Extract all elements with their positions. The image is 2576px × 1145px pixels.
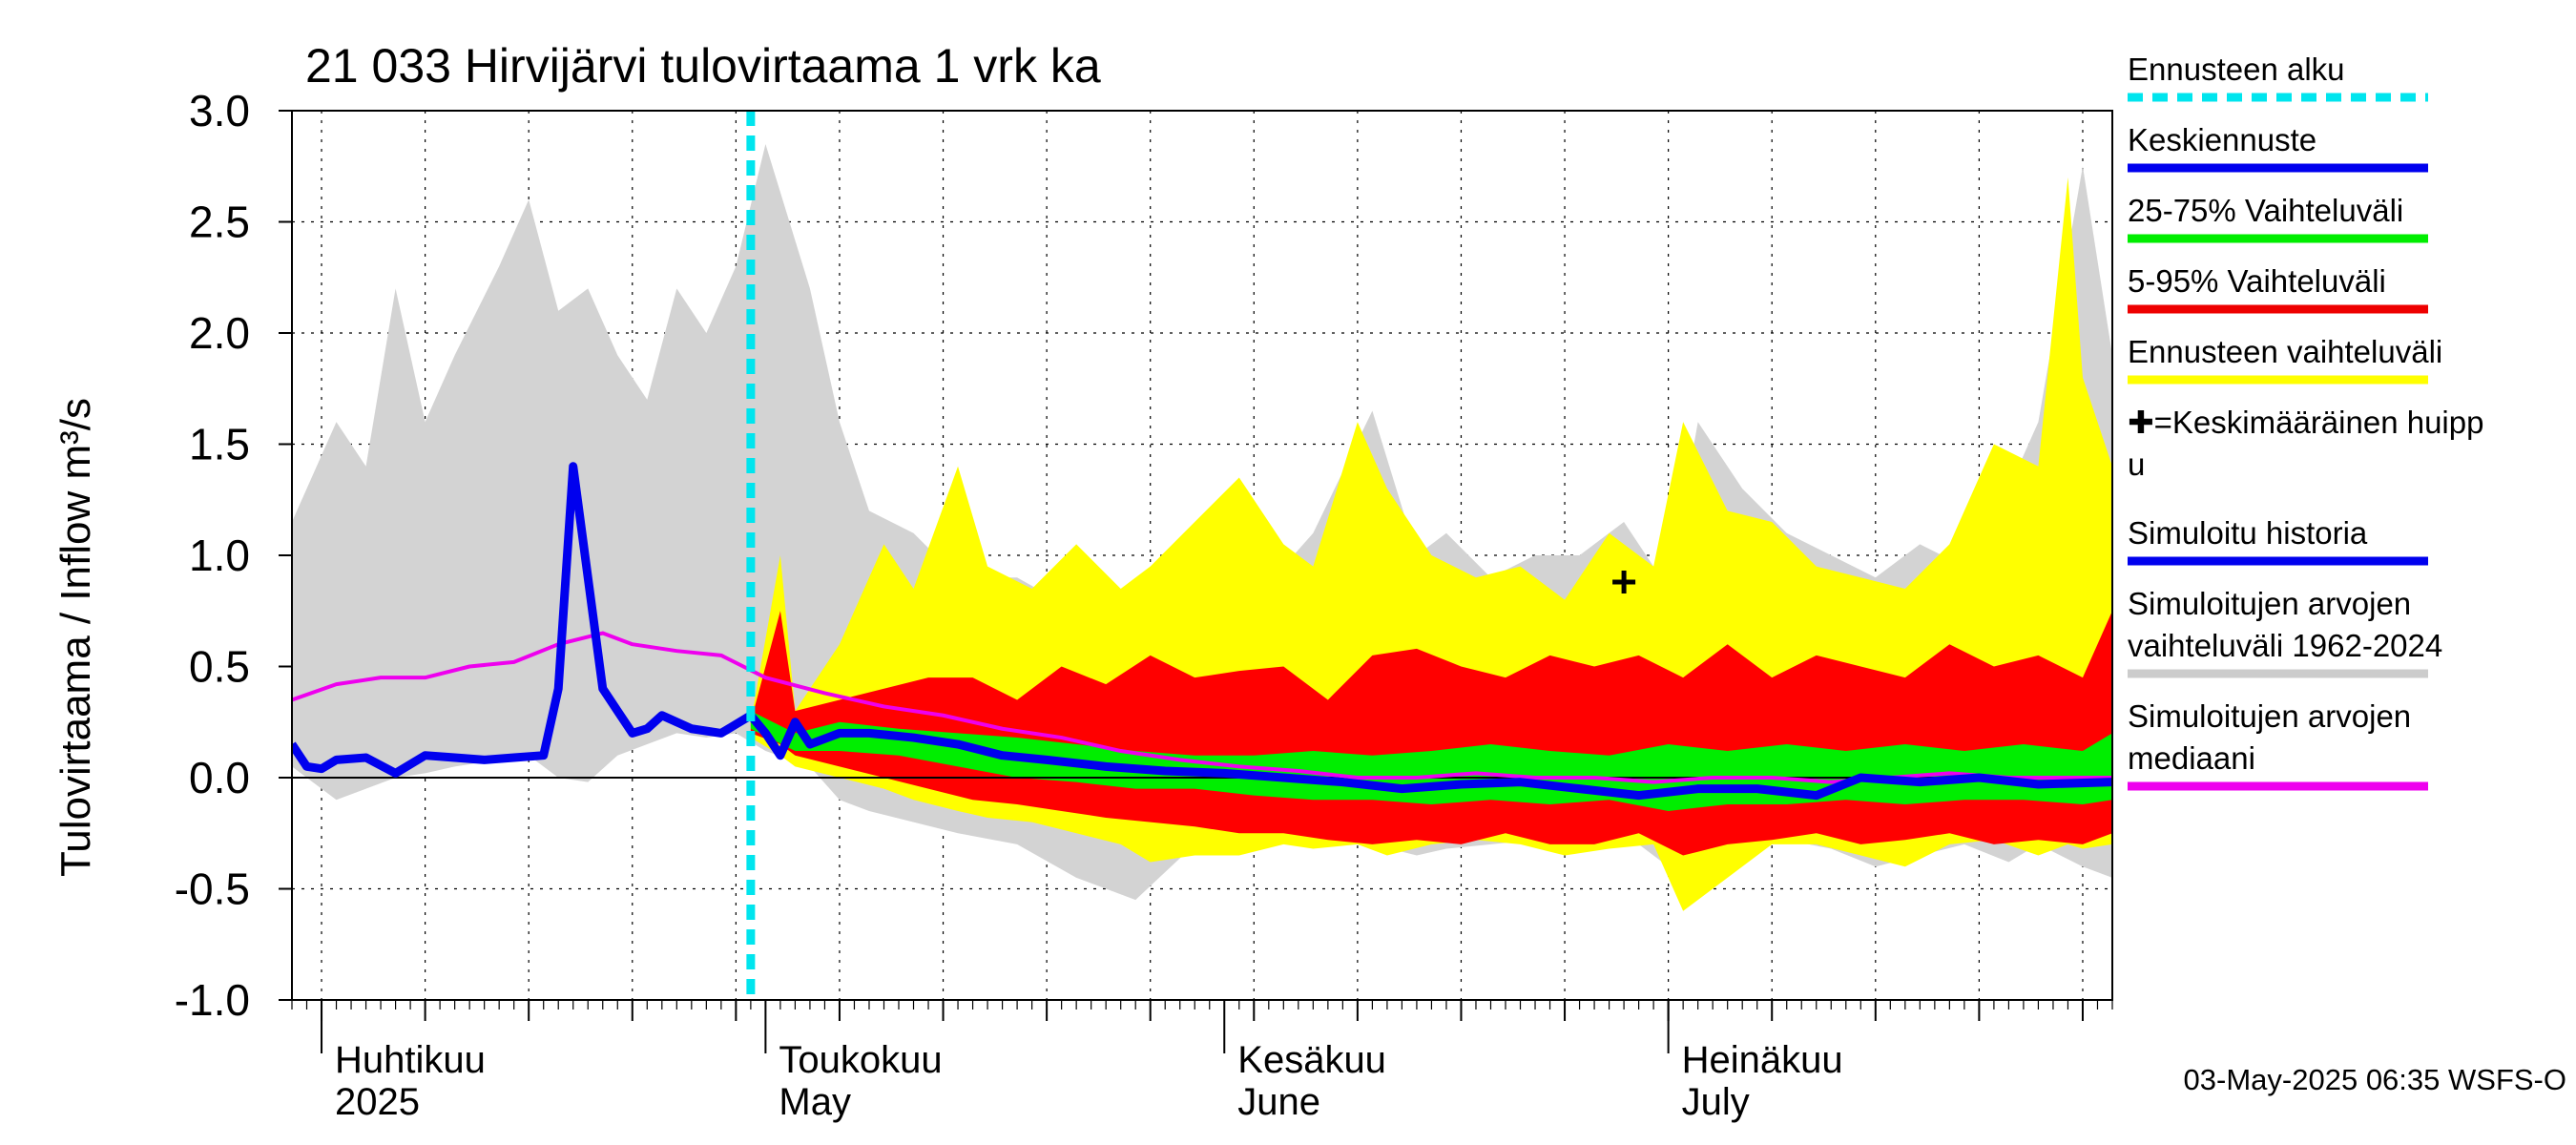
y-tick-label: 2.5	[189, 198, 250, 247]
y-tick-label: 3.0	[189, 86, 250, 135]
legend-label: Ennusteen vaihteluväli	[2128, 334, 2442, 369]
x-month-sublabel: June	[1237, 1081, 1320, 1123]
legend-label: ✚=Keskimääräinen huipp	[2128, 405, 2483, 440]
legend: Ennusteen alku Keskiennuste 25-75% Vaihtel…	[2128, 52, 2483, 791]
x-month-sublabel: July	[1682, 1081, 1750, 1123]
series-lines	[292, 462, 2112, 801]
x-month-label: Kesäkuu	[1237, 1039, 1386, 1081]
legend-label: vaihteluväli 1962-2024	[2128, 628, 2442, 663]
legend-label: u	[2128, 447, 2145, 482]
mean-peak-marker	[1612, 570, 1636, 593]
legend-label: Simuloitu historia	[2128, 515, 2368, 551]
x-month-label: Huhtikuu	[335, 1039, 486, 1081]
legend-label: Simuloitujen arvojen	[2128, 698, 2411, 734]
x-month-label: Toukokuu	[779, 1039, 942, 1081]
y-tick-label: -1.0	[175, 975, 250, 1025]
y-axis-label: Tulovirtaama / Inflow m³/s	[52, 398, 99, 877]
legend-label: Keskiennuste	[2128, 122, 2316, 157]
timestamp-label: 03-May-2025 06:35 WSFS-O	[2184, 1063, 2566, 1096]
y-tick-label: 1.5	[189, 420, 250, 469]
y-tick-label: 1.0	[189, 531, 250, 580]
legend-label: 5-95% Vaihteluväli	[2128, 263, 2386, 299]
x-month-sublabel: 2025	[335, 1081, 420, 1123]
legend-label: mediaani	[2128, 740, 2255, 776]
simulated-history-line	[292, 462, 754, 778]
y-tick-label: 0.5	[189, 642, 250, 692]
y-axis: 3.0 2.5 2.0 1.5 1.0 0.5 0.0 -0.5 -1.0	[175, 86, 292, 1025]
median-line	[292, 631, 2112, 784]
chart-title: 21 033 Hirvijärvi tulovirtaama 1 vrk ka	[305, 39, 1101, 93]
x-month-sublabel: May	[779, 1081, 851, 1123]
mean-peak-cross	[1612, 570, 1636, 593]
legend-label: 25-75% Vaihteluväli	[2128, 193, 2403, 228]
y-tick-label: -0.5	[175, 864, 250, 914]
x-month-label: Heinäkuu	[1682, 1039, 1843, 1081]
p25-75-band	[750, 711, 2112, 811]
mean-forecast-line	[747, 712, 2112, 801]
legend-label: Simuloitujen arvojen	[2128, 586, 2411, 621]
y-tick-label: 0.0	[189, 753, 250, 802]
legend-label: Ennusteen alku	[2128, 52, 2345, 87]
y-tick-label: 2.0	[189, 308, 250, 358]
